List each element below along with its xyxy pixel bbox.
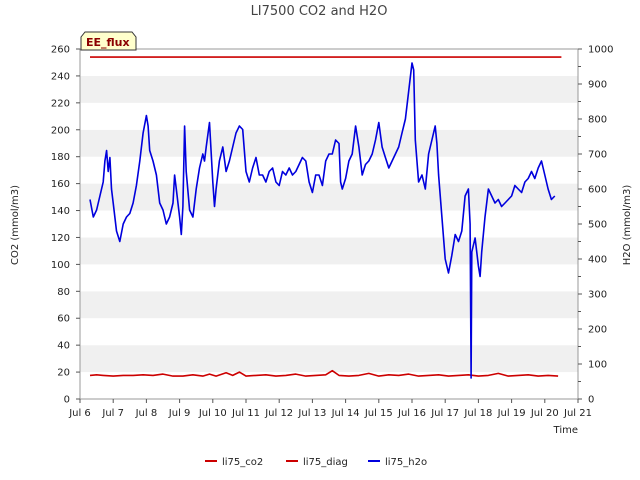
- y-axis-left-title: CO2 (mmol/m3): [10, 185, 21, 265]
- grid-band: [80, 75, 578, 103]
- x-tick-label: Jul 14: [331, 408, 360, 419]
- y-left-tick-label: 160: [51, 179, 70, 190]
- x-tick-label: Jul 21: [563, 408, 592, 419]
- y-left-tick-label: 40: [57, 341, 70, 352]
- x-tick-label: Jul 15: [364, 408, 393, 419]
- x-tick-label: Jul 6: [68, 408, 91, 419]
- y-left-tick-label: 100: [51, 260, 70, 271]
- legend-label: li75_co2: [222, 457, 263, 468]
- legend: li75_co2 li75_diag li75_h2o: [205, 457, 427, 468]
- chart-title: LI7500 CO2 and H2O: [251, 4, 388, 19]
- x-axis-title: Time: [553, 425, 578, 436]
- y-right-tick-label: 400: [588, 255, 607, 266]
- y-left-tick-label: 200: [51, 125, 70, 136]
- y-left-tick-label: 240: [51, 71, 70, 82]
- x-tick-label: Jul 12: [264, 408, 293, 419]
- legend-label: li75_h2o: [385, 457, 427, 468]
- series-layer: [89, 56, 562, 379]
- grid-band: [80, 291, 578, 319]
- grid-band: [80, 237, 578, 265]
- x-tick-label: Jul 20: [530, 408, 559, 419]
- grid-band: [80, 156, 578, 184]
- x-tick-label: Jul 18: [463, 408, 492, 419]
- y-left-tick-label: 60: [57, 314, 70, 325]
- y-left-tick-label: 220: [51, 98, 70, 109]
- x-tick-label: Jul 19: [497, 408, 526, 419]
- y-axis-right-title: H2O (mmol/m3): [622, 185, 633, 266]
- y-right-tick-label: 300: [588, 290, 607, 301]
- y-right-tick-label: 600: [588, 185, 607, 196]
- x-tick-label: Jul 13: [297, 408, 326, 419]
- x-tick-label: Jul 10: [198, 408, 227, 419]
- x-tick-label: Jul 17: [430, 408, 459, 419]
- x-tick-label: Jul 11: [231, 408, 260, 419]
- series-line-li75-co2: [89, 369, 559, 377]
- grid-band: [80, 345, 578, 373]
- y-left-tick-label: 80: [57, 287, 70, 298]
- y-left-tick-label: 180: [51, 152, 70, 163]
- x-tick-label: Jul 9: [168, 408, 191, 419]
- grid-band: [80, 372, 578, 399]
- y-right-tick-label: 1000: [588, 45, 613, 56]
- x-axis: Jul 6 Jul 7 Jul 8 Jul 9 Jul 10 Jul 11 Jul 12 Ju…: [68, 399, 592, 419]
- grid-band: [80, 129, 578, 157]
- y-right-tick-label: 800: [588, 115, 607, 126]
- y-left-tick-label: 0: [64, 395, 70, 406]
- y-left-tick-label: 260: [51, 45, 70, 56]
- legend-label: li75_diag: [303, 457, 348, 468]
- y-right-tick-label: 700: [588, 150, 607, 161]
- grid-band: [80, 49, 578, 76]
- grid-bands: [80, 49, 578, 399]
- left-axis: 0 20 40 60 80 100 120 140 160 180 200 220 240 260: [51, 45, 80, 406]
- x-tick-label: Jul 8: [135, 408, 158, 419]
- y-left-tick-label: 20: [57, 368, 70, 379]
- x-tick-label: Jul 16: [397, 408, 426, 419]
- grid-band: [80, 318, 578, 346]
- grid-band: [80, 264, 578, 292]
- right-axis: 0 100 200 300 400 500 600 700 800 900 1000: [578, 45, 613, 406]
- ee-flux-badge: EE_flux: [80, 31, 137, 51]
- y-right-tick-label: 200: [588, 325, 607, 336]
- y-right-tick-label: 100: [588, 360, 607, 371]
- y-left-tick-label: 120: [51, 233, 70, 244]
- badge-label: EE_flux: [86, 36, 130, 49]
- series-line-li75-h2o: [89, 62, 556, 379]
- y-right-tick-label: 0: [588, 395, 594, 406]
- y-left-tick-label: 140: [51, 206, 70, 217]
- y-right-tick-label: 900: [588, 80, 607, 91]
- grid-band: [80, 210, 578, 238]
- grid-band: [80, 102, 578, 130]
- x-tick-label: Jul 7: [101, 408, 124, 419]
- y-right-tick-label: 500: [588, 220, 607, 231]
- grid-band: [80, 183, 578, 211]
